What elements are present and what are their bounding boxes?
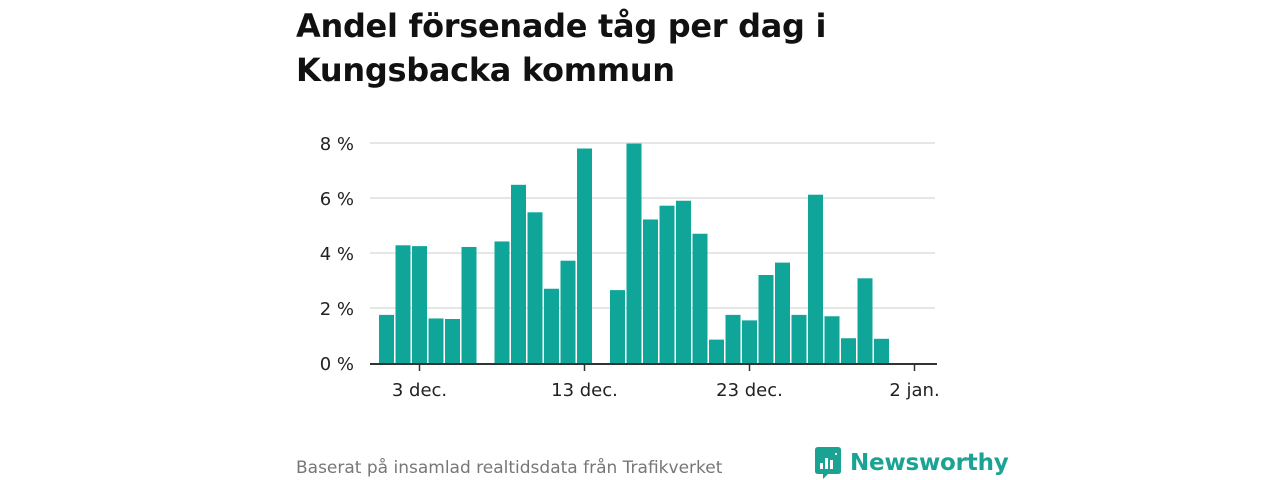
y-tick-label: 0 % (320, 354, 354, 375)
y-tick-label: 2 % (320, 299, 354, 320)
bar[interactable] (412, 246, 427, 363)
bar[interactable] (742, 320, 757, 363)
brand-name: Newsworthy (850, 450, 1009, 476)
bar[interactable] (659, 205, 675, 363)
x-tick-label: 13 dec. (551, 380, 618, 401)
bar[interactable] (577, 148, 592, 364)
y-tick-label: 6 % (320, 189, 354, 210)
brand-logo[interactable]: Newsworthy (815, 447, 1009, 479)
bar-chart: 0 % 2 % 4 % 6 % 8 % 3 dec. 13 dec. 23 dec. 2 ja… (320, 134, 940, 401)
y-tick-label: 8 % (320, 134, 354, 155)
bar[interactable] (808, 194, 823, 363)
bar[interactable] (544, 288, 559, 363)
bar[interactable] (791, 314, 807, 363)
x-tick-label: 2 jan. (889, 380, 939, 401)
bar[interactable] (428, 318, 444, 363)
bar[interactable] (758, 275, 774, 363)
bar[interactable] (841, 338, 856, 363)
bar[interactable] (527, 212, 543, 363)
source-note: Baserat på insamlad realtidsdata från Tr… (296, 458, 723, 478)
bar[interactable] (857, 278, 873, 363)
bar[interactable] (626, 143, 642, 363)
bar[interactable] (395, 245, 411, 363)
bar[interactable] (725, 314, 741, 363)
bar[interactable] (494, 241, 510, 363)
bar[interactable] (379, 314, 394, 363)
bar[interactable] (692, 233, 708, 363)
bar[interactable] (461, 246, 477, 363)
x-tick-label: 3 dec. (392, 380, 447, 401)
bar[interactable] (511, 184, 526, 363)
bar[interactable] (445, 319, 460, 363)
bar[interactable] (824, 316, 840, 363)
newsworthy-logo-icon (815, 447, 841, 479)
bar[interactable] (874, 338, 889, 363)
y-tick-label: 4 % (320, 244, 354, 265)
bar[interactable] (643, 219, 658, 363)
chart-title: Andel försenade tåg per dag i Kungsbacka… (296, 7, 827, 89)
x-tick-label: 23 dec. (716, 380, 783, 401)
bar[interactable] (709, 339, 724, 363)
bar[interactable] (610, 290, 625, 363)
bar[interactable] (560, 260, 576, 363)
bar[interactable] (775, 262, 790, 363)
bar[interactable] (676, 200, 691, 363)
